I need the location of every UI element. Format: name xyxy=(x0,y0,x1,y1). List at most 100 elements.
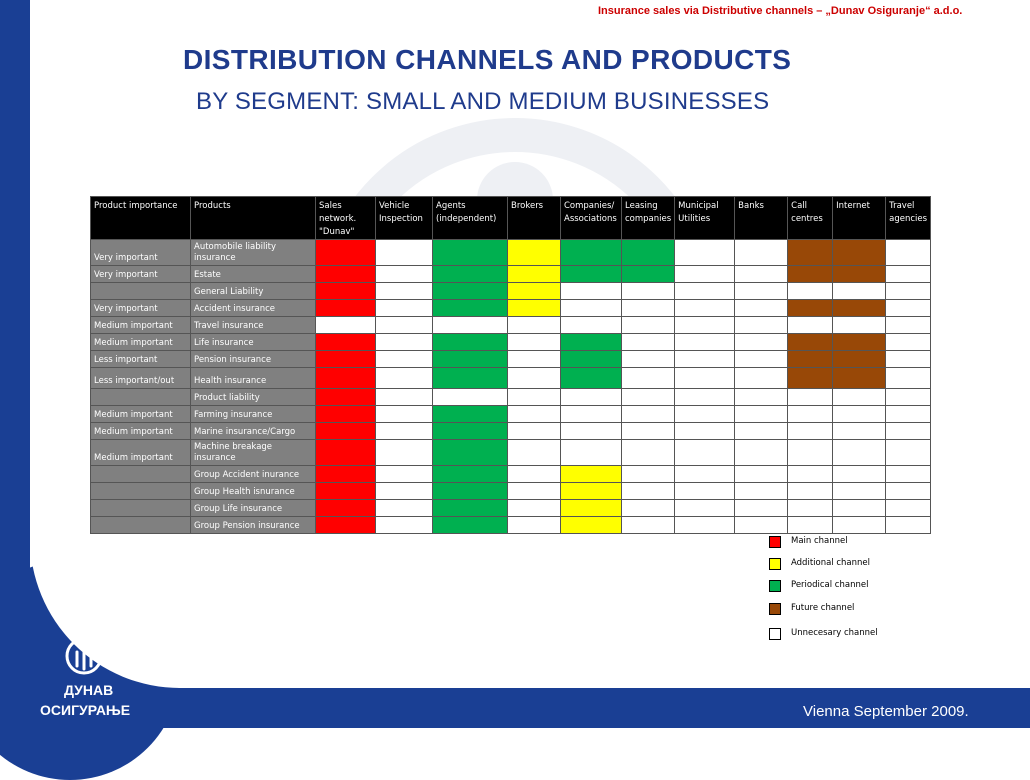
channel-cell xyxy=(734,482,789,500)
channel-cell xyxy=(674,333,736,351)
channel-cell xyxy=(674,422,736,440)
product-cell: Accident insurance xyxy=(190,299,316,317)
channel-cell xyxy=(734,282,789,300)
channel-cell xyxy=(620,405,676,423)
legend-swatch xyxy=(769,536,781,548)
channel-cell xyxy=(787,405,834,423)
dunav-logo-icon xyxy=(65,637,103,675)
channel-cell xyxy=(560,422,622,440)
channel-cell xyxy=(787,350,834,368)
importance-cell: Medium important xyxy=(90,422,191,440)
channel-cell xyxy=(560,516,622,534)
channel-cell xyxy=(832,482,887,500)
channel-cell xyxy=(507,367,561,389)
channel-cell xyxy=(674,516,736,534)
product-cell: Group Accident inurance xyxy=(190,465,316,483)
channel-cell xyxy=(674,499,736,517)
product-cell: Farming insurance xyxy=(190,405,316,423)
channel-cell xyxy=(734,516,789,534)
channel-cell xyxy=(734,465,789,483)
channel-cell xyxy=(432,465,508,483)
channel-cell xyxy=(432,299,508,317)
channel-cell xyxy=(315,333,376,351)
channel-cell xyxy=(832,465,887,483)
channel-cell xyxy=(734,316,789,334)
channel-cell xyxy=(560,439,622,466)
channel-cell xyxy=(832,422,887,440)
channel-cell xyxy=(620,367,676,389)
channel-cell xyxy=(375,333,433,351)
channel-cell xyxy=(787,388,834,406)
channel-cell xyxy=(507,333,561,351)
channel-cell xyxy=(507,516,561,534)
channel-cell xyxy=(832,350,887,368)
table-row: Medium important Marine insurance/Cargo xyxy=(90,422,932,440)
channel-cell xyxy=(885,465,932,483)
channel-cell xyxy=(832,316,887,334)
product-cell: Automobile liability insurance xyxy=(190,239,316,266)
channel-cell xyxy=(315,299,376,317)
channel-cell xyxy=(674,239,736,266)
importance-cell xyxy=(90,499,191,517)
channel-cell xyxy=(432,516,508,534)
channel-cell xyxy=(885,388,932,406)
channel-cell xyxy=(734,239,789,266)
table-row: Very important Automobile liability insur… xyxy=(90,239,932,266)
channel-cell xyxy=(674,465,736,483)
channel-cell xyxy=(432,405,508,423)
table-row: Medium important Machine breakage insuran… xyxy=(90,439,932,466)
channel-cell xyxy=(507,482,561,500)
product-cell: Machine breakage insurance xyxy=(190,439,316,466)
channel-cell xyxy=(375,350,433,368)
page-title: DISTRIBUTION CHANNELS AND PRODUCTS xyxy=(183,44,792,75)
table-row: Group Life insurance xyxy=(90,499,932,517)
channel-cell xyxy=(885,350,932,368)
channel-cell xyxy=(885,499,932,517)
channel-cell xyxy=(620,299,676,317)
importance-cell xyxy=(90,465,191,483)
product-cell: Group Pension insurance xyxy=(190,516,316,534)
channel-cell xyxy=(787,367,834,389)
channel-cell xyxy=(507,316,561,334)
channel-cell xyxy=(375,439,433,466)
channel-cell xyxy=(885,405,932,423)
channel-cell xyxy=(674,299,736,317)
channel-cell xyxy=(787,282,834,300)
channel-cell xyxy=(432,239,508,266)
channel-cell xyxy=(674,439,736,466)
channel-cell xyxy=(560,367,622,389)
channel-cell xyxy=(885,282,932,300)
channel-cell xyxy=(885,333,932,351)
channel-cell xyxy=(832,265,887,283)
channel-cell xyxy=(507,465,561,483)
channel-cell xyxy=(375,282,433,300)
table-row: Medium important Farming insurance xyxy=(90,405,932,423)
importance-cell: Less important/out xyxy=(90,367,191,389)
bottom-brand-band xyxy=(0,688,1030,728)
column-header: Internet xyxy=(832,196,887,240)
channel-cell xyxy=(315,422,376,440)
channel-cell xyxy=(832,439,887,466)
channel-cell xyxy=(375,265,433,283)
table-header-row: Product importance Products Sales network.… xyxy=(90,196,932,240)
channel-cell xyxy=(674,388,736,406)
channel-cell xyxy=(507,388,561,406)
table-row: Medium important Life insurance xyxy=(90,333,932,351)
channel-cell xyxy=(832,333,887,351)
channel-cell xyxy=(734,422,789,440)
channel-cell xyxy=(885,439,932,466)
column-header: Brokers xyxy=(507,196,561,240)
channel-cell xyxy=(620,439,676,466)
channel-cell xyxy=(315,465,376,483)
column-header: Banks xyxy=(734,196,789,240)
channel-cell xyxy=(560,265,622,283)
channel-cell xyxy=(432,422,508,440)
channel-cell xyxy=(674,482,736,500)
distribution-matrix: Product importance Products Sales network.… xyxy=(90,196,932,534)
product-cell: Group Life insurance xyxy=(190,499,316,517)
channel-cell xyxy=(507,499,561,517)
channel-cell xyxy=(507,439,561,466)
column-header: Agents (independent) xyxy=(432,196,508,240)
column-header: Vehicle Inspection xyxy=(375,196,433,240)
channel-cell xyxy=(620,333,676,351)
